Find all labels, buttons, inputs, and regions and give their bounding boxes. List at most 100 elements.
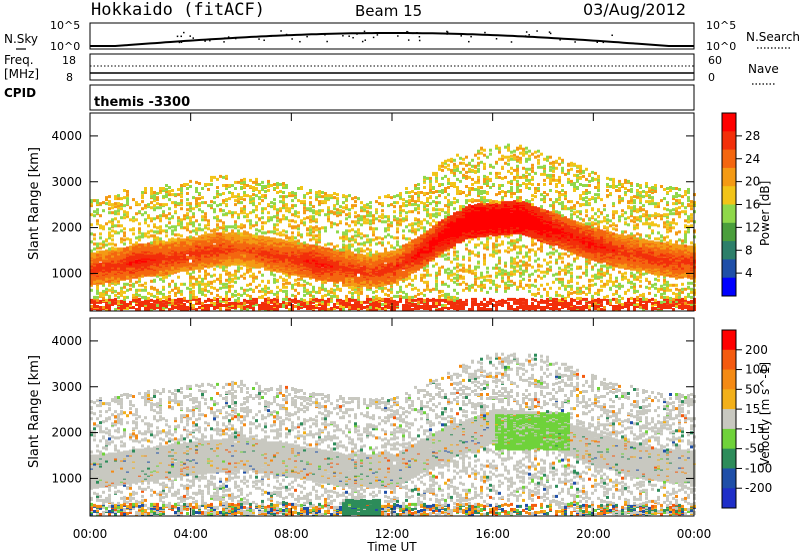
heatmap-cell bbox=[186, 208, 189, 212]
heatmap-cell bbox=[279, 195, 282, 199]
heatmap-cell bbox=[261, 216, 264, 220]
heatmap-cell bbox=[309, 225, 312, 229]
heatmap-cell bbox=[318, 227, 321, 231]
heatmap-cell bbox=[234, 254, 237, 258]
heatmap-cell bbox=[141, 295, 144, 299]
heatmap-cell bbox=[285, 236, 288, 240]
heatmap-cell bbox=[114, 243, 117, 247]
heatmap-cell bbox=[123, 216, 126, 220]
heatmap-cell bbox=[120, 207, 123, 211]
nsearch-point bbox=[224, 37, 226, 39]
heatmap-cell bbox=[159, 251, 162, 255]
heatmap-cell bbox=[192, 241, 195, 245]
heatmap-cell bbox=[138, 203, 141, 207]
heatmap-cell bbox=[378, 254, 381, 258]
heatmap-cell bbox=[201, 254, 204, 258]
heatmap-cell bbox=[216, 194, 219, 198]
heatmap-cell bbox=[222, 304, 225, 307]
heatmap-cell bbox=[228, 244, 231, 248]
heatmap-cell bbox=[123, 204, 126, 208]
heatmap-cell bbox=[360, 280, 363, 284]
heatmap-cell bbox=[324, 259, 327, 263]
heatmap-cell bbox=[198, 264, 201, 268]
heatmap-cell bbox=[117, 209, 120, 213]
nsearch-point bbox=[418, 36, 421, 38]
heatmap-cell bbox=[339, 255, 342, 259]
heatmap-cell bbox=[336, 306, 339, 309]
heatmap-cell bbox=[201, 308, 204, 311]
heatmap-cell bbox=[123, 231, 126, 235]
heatmap-cell bbox=[222, 175, 225, 179]
heatmap-cell bbox=[162, 285, 165, 289]
heatmap-cell bbox=[303, 261, 306, 265]
heatmap-cell bbox=[246, 268, 249, 272]
heatmap-cell bbox=[279, 253, 282, 257]
heatmap-cell bbox=[213, 279, 216, 283]
heatmap-cell bbox=[261, 289, 264, 293]
heatmap-cell bbox=[180, 238, 183, 242]
heatmap-cell bbox=[345, 250, 348, 254]
heatmap-cell bbox=[309, 215, 312, 219]
heatmap-cell bbox=[102, 306, 105, 309]
heatmap-cell bbox=[219, 301, 222, 305]
heatmap-cell bbox=[207, 297, 210, 301]
heatmap-cell bbox=[102, 209, 105, 213]
heatmap-cell bbox=[93, 275, 96, 279]
heatmap-cell bbox=[216, 288, 219, 292]
heatmap-cell bbox=[144, 298, 147, 302]
heatmap-cell bbox=[159, 206, 162, 210]
heatmap-cell bbox=[150, 265, 153, 269]
heatmap-cell bbox=[264, 236, 267, 240]
heatmap-cell bbox=[111, 234, 114, 238]
heatmap-cell bbox=[306, 216, 309, 220]
heatmap-cell bbox=[120, 293, 123, 297]
heatmap-cell bbox=[234, 211, 237, 215]
heatmap-cell bbox=[243, 205, 246, 209]
heatmap-cell bbox=[282, 204, 285, 208]
heatmap-cell bbox=[207, 272, 210, 276]
heatmap-cell bbox=[243, 191, 246, 194]
heatmap-cell bbox=[123, 247, 126, 251]
heatmap-cell bbox=[261, 306, 264, 309]
heatmap-cell bbox=[177, 307, 180, 310]
heatmap-cell bbox=[339, 252, 342, 256]
heatmap-cell bbox=[318, 240, 321, 244]
heatmap-cell bbox=[351, 291, 354, 295]
heatmap-cell bbox=[165, 216, 168, 220]
heatmap-cell bbox=[348, 297, 351, 301]
heatmap-cell bbox=[201, 282, 204, 286]
heatmap-cell bbox=[270, 216, 273, 220]
heatmap-cell bbox=[117, 247, 120, 251]
heatmap-cell bbox=[276, 304, 279, 307]
heatmap-cell bbox=[174, 306, 177, 309]
heatmap-cell bbox=[252, 308, 255, 311]
heatmap-cell bbox=[195, 204, 198, 208]
heatmap-cell bbox=[192, 196, 195, 200]
heatmap-cell bbox=[201, 215, 204, 219]
heatmap-cell bbox=[357, 247, 360, 251]
heatmap-cell bbox=[201, 287, 204, 291]
heatmap-cell bbox=[252, 209, 255, 213]
heatmap-cell bbox=[111, 238, 114, 242]
heatmap-cell bbox=[189, 219, 192, 223]
heatmap-cell bbox=[327, 194, 330, 198]
heatmap-cell bbox=[267, 218, 270, 222]
heatmap-cell bbox=[240, 178, 243, 182]
heatmap-cell bbox=[138, 293, 141, 297]
heatmap-cell bbox=[240, 242, 243, 246]
heatmap-cell bbox=[285, 281, 288, 285]
heatmap-cell bbox=[288, 273, 291, 277]
heatmap-cell bbox=[378, 303, 381, 306]
heatmap-cell bbox=[240, 180, 243, 184]
heatmap-cell bbox=[165, 297, 168, 301]
heatmap-cell bbox=[366, 213, 369, 217]
heatmap-cell bbox=[183, 238, 186, 242]
heatmap-cell bbox=[186, 212, 189, 216]
heatmap-cell bbox=[99, 236, 102, 240]
heatmap-cell bbox=[357, 253, 360, 257]
heatmap-cell bbox=[261, 225, 264, 229]
heatmap-cell bbox=[186, 286, 189, 290]
heatmap-cell bbox=[174, 291, 177, 295]
heatmap-cell bbox=[258, 295, 261, 299]
